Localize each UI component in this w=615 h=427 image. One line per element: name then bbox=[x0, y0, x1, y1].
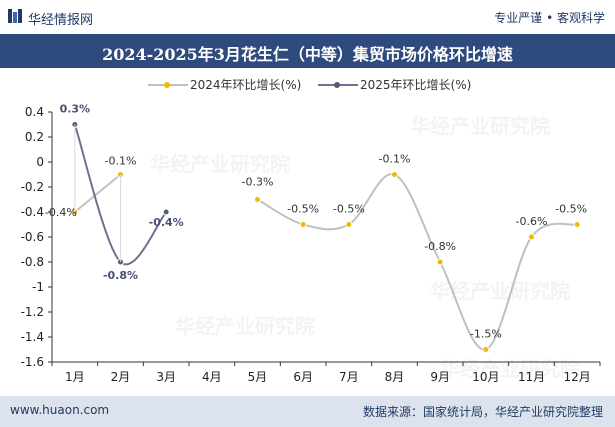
x-tick-label: 9月 bbox=[430, 370, 450, 384]
series-2024-point bbox=[482, 346, 490, 353]
y-tick-label: -0.8 bbox=[21, 255, 44, 269]
x-tick-label: 3月 bbox=[156, 370, 176, 384]
x-tick-label: 11月 bbox=[518, 370, 545, 384]
series-2024-point bbox=[345, 221, 353, 228]
legend-item-2024: 2024年环比增长(%) bbox=[148, 76, 301, 93]
footer-website: www.huaon.com bbox=[10, 403, 110, 417]
series-2024-data-label: -0.1% bbox=[105, 155, 137, 168]
y-tick-label: -1 bbox=[32, 280, 44, 294]
series-2024-data-label: -0.8% bbox=[424, 240, 456, 253]
legend-label-2024: 2024年环比增长(%) bbox=[190, 78, 302, 92]
series-2024-data-label: -0.1% bbox=[379, 153, 411, 166]
series-2025-data-label: 0.3% bbox=[60, 103, 91, 116]
y-tick-label: -0.6 bbox=[21, 230, 44, 244]
legend-item-2025: 2025年环比增长(%) bbox=[318, 76, 471, 93]
series-2024-point bbox=[436, 258, 444, 266]
legend-label-2025: 2025年环比增长(%) bbox=[360, 78, 472, 92]
x-tick-label: 10月 bbox=[472, 370, 499, 384]
series-2024-line bbox=[257, 173, 578, 351]
top-bar: 华经情报网 专业严谨 • 客观科学 bbox=[0, 0, 615, 34]
x-tick-label: 8月 bbox=[385, 370, 405, 384]
series-2024-data-label: -0.5% bbox=[555, 203, 587, 216]
footer: www.huaon.com 数据来源：国家统计局，华经产业研究院整理 bbox=[0, 396, 615, 427]
title-bar: 2024-2025年3月花生仁（中等）集贸市场价格环比增速 bbox=[0, 34, 615, 68]
x-tick-label: 4月 bbox=[202, 370, 222, 384]
x-tick-label: 12月 bbox=[564, 370, 591, 384]
y-tick-label: -1.2 bbox=[21, 305, 44, 319]
y-tick-label: 0.4 bbox=[25, 105, 44, 119]
series-2024-data-label: -0.6% bbox=[516, 215, 548, 228]
series-2024-point bbox=[299, 221, 307, 228]
y-tick-label: -0.4 bbox=[21, 205, 44, 219]
series-2024-point bbox=[528, 233, 535, 241]
logo-icon bbox=[8, 9, 22, 23]
series-2025-point bbox=[162, 208, 170, 216]
x-tick-label: 1月 bbox=[65, 370, 85, 384]
footer-source: 数据来源：国家统计局，华经产业研究院整理 bbox=[362, 405, 603, 419]
series-2024-point bbox=[391, 171, 398, 178]
line-chart: 0.4 0.2 0 -0.2 -0.4 -0.6 -0.8 -1 -1.2 -1.4 -1.6 1月 2… bbox=[21, 103, 601, 384]
x-tick-label: 7月 bbox=[339, 370, 359, 384]
legend-swatch-2024 bbox=[148, 80, 188, 90]
y-tick-label: 0 bbox=[36, 155, 44, 169]
series-2024-data-label: -0.4% bbox=[45, 206, 77, 219]
slogan: 专业严谨 • 客观科学 bbox=[494, 11, 605, 25]
series-2025-data-label: -0.4% bbox=[149, 216, 184, 229]
series-2024-data-label: -0.5% bbox=[287, 203, 319, 216]
series-2024-data-label: -1.5% bbox=[470, 328, 502, 341]
y-tick-label: -1.4 bbox=[21, 330, 44, 344]
legend-swatch-2025 bbox=[318, 80, 358, 90]
series-2024-data-label: -0.3% bbox=[242, 176, 274, 189]
series-2024-point bbox=[254, 196, 261, 203]
series-2025-data-label: -0.8% bbox=[103, 269, 138, 282]
site-name: 华经情报网 bbox=[28, 13, 94, 28]
x-tick-label: 5月 bbox=[248, 370, 268, 384]
y-tick-label: 0.2 bbox=[25, 130, 44, 144]
chart-title: 2024-2025年3月花生仁（中等）集贸市场价格环比增速 bbox=[102, 45, 513, 64]
y-tick-label: -1.6 bbox=[21, 355, 44, 369]
series-2024-point bbox=[573, 221, 581, 228]
y-tick-label: -0.2 bbox=[21, 180, 44, 194]
x-tick-label: 2月 bbox=[111, 370, 131, 384]
x-tick-label: 6月 bbox=[293, 370, 313, 384]
series-2024-data-label: -0.5% bbox=[333, 203, 365, 216]
